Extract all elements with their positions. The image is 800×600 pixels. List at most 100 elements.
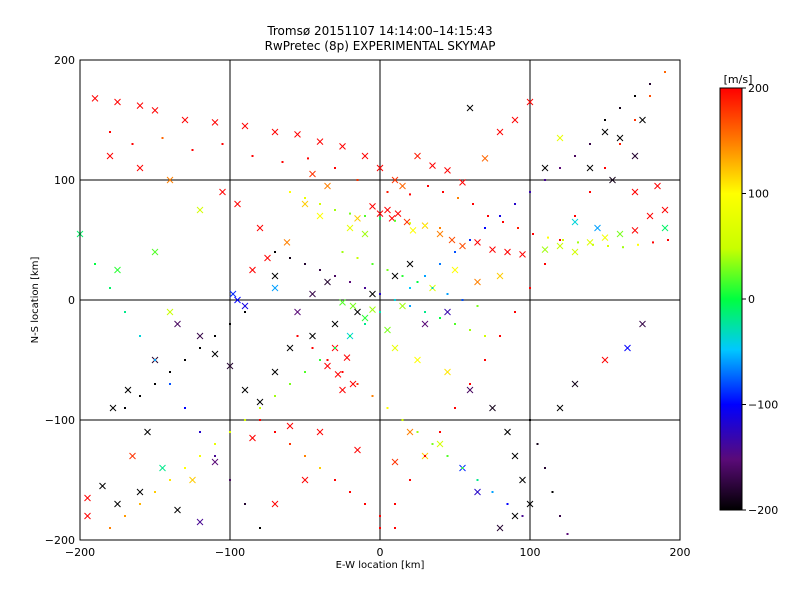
data-point-dot — [442, 191, 444, 193]
x-tick-label: 0 — [377, 546, 384, 559]
data-point-dot — [244, 311, 246, 313]
data-point-dot — [589, 143, 591, 145]
data-point-dot — [259, 419, 261, 421]
data-point-x — [136, 488, 144, 496]
data-point-x — [84, 494, 91, 502]
data-point-dot — [424, 275, 426, 277]
data-point-x — [256, 224, 264, 232]
data-point-x — [264, 254, 271, 262]
data-point-x — [151, 248, 159, 256]
data-point-dot — [536, 443, 539, 445]
data-point-x — [646, 212, 654, 220]
data-point-x — [511, 116, 519, 124]
data-point-x — [448, 236, 456, 244]
data-point-x — [556, 404, 564, 412]
data-point-x — [489, 246, 496, 253]
data-point-dot — [229, 323, 231, 325]
data-point-x — [271, 500, 279, 508]
data-point-dot — [139, 335, 141, 337]
data-point-x — [399, 182, 406, 190]
data-point-dot — [649, 95, 651, 97]
data-point-dot — [259, 407, 261, 409]
data-point-dot — [244, 503, 246, 505]
data-point-dot — [169, 383, 171, 385]
data-point-dot — [244, 419, 246, 421]
data-point-x — [249, 266, 256, 274]
data-point-dot — [349, 212, 351, 215]
data-point-x — [369, 290, 376, 298]
data-point-dot — [371, 395, 374, 397]
data-point-x — [316, 138, 324, 145]
data-point-x — [459, 179, 466, 186]
data-point-x — [283, 239, 291, 246]
colorbar-ticks: −200 −100 0 100 200 — [742, 82, 778, 517]
data-point-x — [384, 326, 391, 334]
data-point-dot — [364, 215, 366, 217]
data-point-dot — [416, 281, 419, 283]
data-point-dot — [409, 193, 411, 196]
data-point-dot — [547, 236, 549, 239]
data-points — [76, 71, 669, 535]
data-point-dot — [379, 293, 381, 295]
data-point-dot — [289, 257, 291, 259]
data-point-x — [496, 128, 504, 136]
data-point-dot — [574, 155, 576, 157]
data-point-x — [609, 176, 616, 184]
data-point-x — [556, 134, 564, 142]
data-point-dot — [401, 275, 404, 277]
data-point-x — [316, 428, 324, 436]
data-point-x — [444, 368, 451, 376]
data-point-dot — [379, 311, 381, 313]
data-point-x — [394, 210, 402, 217]
y-tick-label: −200 — [45, 534, 75, 547]
data-point-x — [414, 356, 421, 364]
y-tick-label: 100 — [54, 174, 75, 187]
data-point-x — [586, 164, 594, 172]
data-point-x — [151, 107, 159, 114]
data-point-dot — [424, 224, 426, 227]
data-point-x — [271, 284, 279, 292]
data-point-x — [616, 230, 624, 238]
data-point-dot — [304, 197, 306, 199]
data-point-dot — [274, 395, 276, 397]
data-point-dot — [562, 239, 564, 241]
data-point-x — [309, 170, 316, 178]
data-point-dot — [532, 233, 534, 235]
data-point-dot — [259, 527, 261, 529]
data-point-dot — [386, 191, 389, 193]
data-point-dot — [379, 217, 381, 220]
data-point-dot — [154, 359, 156, 361]
data-point-x — [474, 278, 481, 286]
data-point-dot — [319, 203, 321, 205]
x-tick-label: 200 — [670, 546, 691, 559]
data-point-dot — [109, 287, 111, 289]
data-point-x — [331, 320, 339, 328]
data-point-dot — [319, 269, 321, 271]
data-point-dot — [439, 431, 441, 433]
data-point-x — [339, 143, 346, 150]
data-point-x — [361, 314, 369, 322]
data-point-dot — [424, 455, 426, 457]
data-point-dot — [469, 383, 471, 385]
y-tick-label: 200 — [54, 54, 75, 67]
data-point-dot — [221, 143, 224, 145]
data-point-x — [594, 224, 601, 232]
data-point-x — [459, 242, 466, 250]
data-point-dot — [394, 527, 396, 529]
data-point-dot — [574, 215, 576, 217]
data-point-x — [324, 278, 331, 286]
data-point-dot — [529, 419, 531, 421]
data-point-dot — [664, 71, 666, 73]
data-point-dot — [349, 281, 351, 283]
data-point-dot — [326, 359, 329, 361]
data-point-dot — [544, 179, 546, 181]
data-point-x — [601, 356, 609, 364]
data-point-dot — [139, 395, 141, 397]
data-point-x — [496, 272, 504, 280]
data-point-dot — [604, 119, 606, 121]
data-point-dot — [544, 263, 546, 265]
data-point-x — [504, 428, 511, 436]
data-point-x — [504, 248, 511, 256]
data-point-x — [519, 476, 526, 484]
data-point-dot — [307, 157, 309, 160]
